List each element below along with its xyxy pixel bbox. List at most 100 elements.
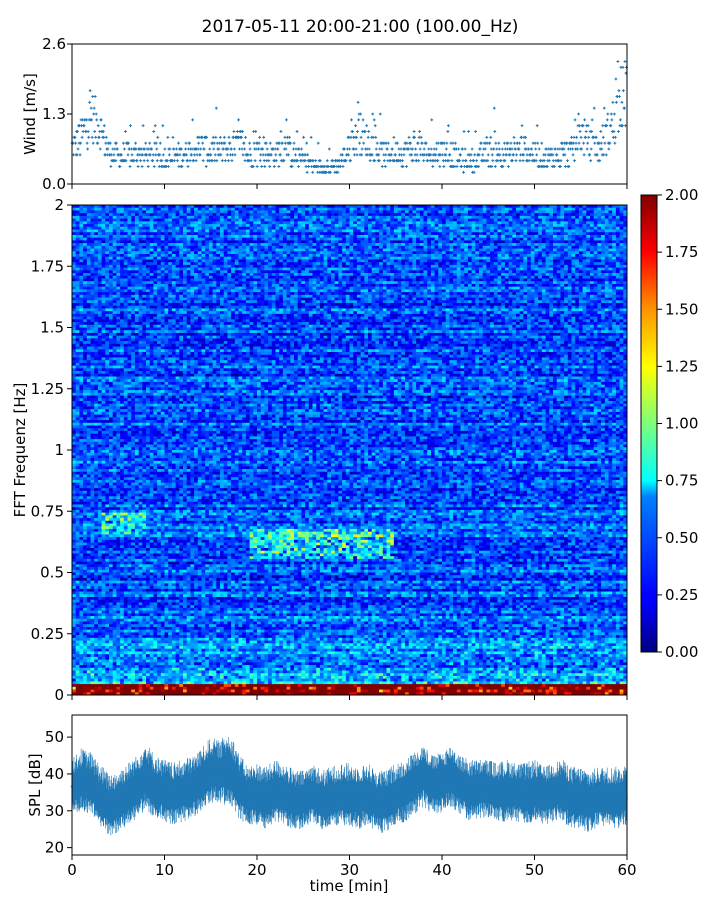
spectrogram-cell — [372, 219, 376, 222]
spectrogram-cell — [216, 235, 220, 238]
spectrogram-cell — [583, 221, 587, 224]
spectrogram-cell — [353, 249, 357, 252]
spectrogram-cell — [357, 268, 361, 271]
spectrogram-cell — [572, 259, 576, 262]
spectrogram-cell — [479, 249, 483, 252]
spectrogram-cell — [416, 224, 420, 227]
spectrogram-cell — [290, 251, 294, 254]
spectrogram-cell — [139, 254, 143, 257]
spectrogram-cell — [109, 265, 113, 268]
spectrogram-cell — [586, 238, 590, 241]
spectrogram-cell — [457, 262, 461, 265]
spectrogram-cell — [490, 259, 494, 262]
spectrogram-cell — [190, 232, 194, 235]
spectrogram-cell — [375, 232, 379, 235]
spectrogram-cell — [227, 259, 231, 262]
spectrogram-cell — [498, 230, 502, 233]
spectrogram-cell — [475, 238, 479, 241]
spectrogram-cell — [183, 259, 187, 262]
spectrogram-cell — [586, 235, 590, 238]
spectrogram-cell — [139, 246, 143, 249]
spectrogram-cell — [401, 246, 405, 249]
spectrogram-cell — [475, 270, 479, 273]
spectrogram-cell — [83, 257, 87, 260]
spectrogram-cell — [446, 251, 450, 254]
spectrogram-cell — [616, 208, 620, 211]
spectrogram-cell — [305, 210, 309, 213]
spectrogram-cell — [109, 227, 113, 230]
spectrogram-cell — [161, 232, 165, 235]
spectrogram-cell — [209, 221, 213, 224]
spectrogram-cell — [383, 262, 387, 265]
spectrogram-cell — [449, 208, 453, 211]
spectrogram-cell — [216, 238, 220, 241]
spectrogram-cell — [335, 270, 339, 273]
spectrogram-cell — [294, 219, 298, 222]
spectrogram-cell — [309, 224, 313, 227]
spectrogram-cell — [320, 208, 324, 211]
spectrogram-cell — [364, 270, 368, 273]
spectrogram-cell — [135, 243, 139, 246]
spectrogram-cell — [390, 224, 394, 227]
spectrogram-cell — [253, 257, 257, 260]
spectrogram-cell — [187, 273, 191, 276]
spectrogram-cell — [176, 246, 180, 249]
spectrogram-cell — [427, 213, 431, 216]
spectrogram-cell — [76, 265, 80, 268]
spectrogram-cell — [253, 224, 257, 227]
spectrogram-cell — [139, 249, 143, 252]
spectrogram-cell — [353, 235, 357, 238]
spectrogram-cell — [261, 227, 265, 230]
spectrogram-cell — [412, 254, 416, 257]
spectrogram-cell — [327, 210, 331, 213]
spectrogram-cell — [220, 243, 224, 246]
spectrogram-cell — [87, 240, 91, 243]
spectrogram-cell — [405, 254, 409, 257]
spectrogram-cell — [546, 230, 550, 233]
spectrogram-cell — [294, 213, 298, 216]
spectrogram-cell — [446, 268, 450, 271]
spectrogram-cell — [564, 270, 568, 273]
spectrogram-cell — [553, 227, 557, 230]
spectrogram-cell — [257, 249, 261, 252]
spectrogram-cell — [390, 257, 394, 260]
spectrogram-cell — [246, 273, 250, 276]
spectrogram-cell — [416, 273, 420, 276]
spectrogram-cell — [542, 221, 546, 224]
spectrogram-cell — [398, 246, 402, 249]
spectrogram-cell — [494, 254, 498, 257]
spectrogram-cell — [509, 232, 513, 235]
spectrogram-cell — [187, 219, 191, 222]
spectrogram-cell — [139, 216, 143, 219]
spectrogram-cell — [213, 216, 217, 219]
spectrogram-cell — [461, 273, 465, 276]
spectrogram-cell — [257, 219, 261, 222]
spectrogram-cell — [509, 243, 513, 246]
spectrogram-cell — [194, 257, 198, 260]
spectrogram-cell — [449, 235, 453, 238]
spectrogram-cell — [79, 257, 83, 260]
spectrogram-cell — [227, 273, 231, 276]
spectrogram-cell — [294, 270, 298, 273]
spectrogram-cell — [242, 227, 246, 230]
spectrogram-cell — [94, 232, 98, 235]
spectrogram-cell — [287, 240, 291, 243]
spectrogram-cell — [553, 208, 557, 211]
spectrogram-cell — [431, 251, 435, 254]
spectrogram-cell — [298, 265, 302, 268]
spectrogram-cell — [250, 227, 254, 230]
spectrogram-cell — [124, 268, 128, 271]
spectrogram-cell — [505, 208, 509, 211]
spectrogram-cell — [153, 224, 157, 227]
spectrogram-cell — [168, 227, 172, 230]
spectrogram-cell — [546, 235, 550, 238]
spectrogram-cell — [590, 240, 594, 243]
spectrogram-cell — [227, 210, 231, 213]
spectrogram-cell — [390, 210, 394, 213]
spectrogram-cell — [165, 268, 169, 271]
spectrogram-cell — [372, 246, 376, 249]
spectrogram-cell — [498, 249, 502, 252]
spectrogram-cell — [346, 259, 350, 262]
spectrogram-cell — [190, 262, 194, 265]
spectrogram-cell — [416, 221, 420, 224]
